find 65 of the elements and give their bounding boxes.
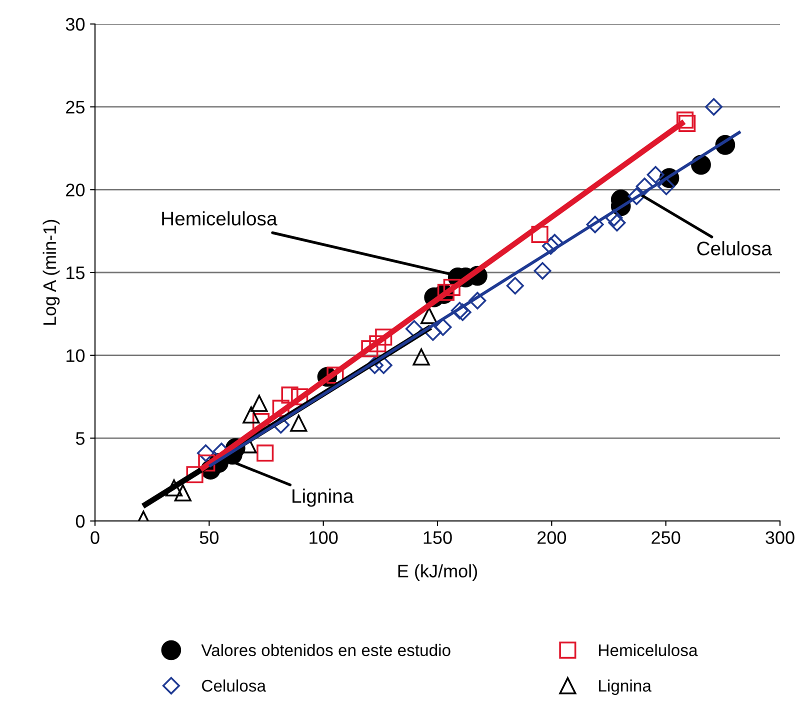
point: [450, 302, 468, 320]
point: [186, 466, 204, 484]
point: [412, 348, 430, 366]
point: [366, 356, 384, 374]
y-tick-label: 10: [66, 349, 85, 362]
point: [443, 278, 460, 296]
point: [165, 479, 183, 496]
point: [198, 454, 216, 472]
point: [272, 400, 290, 417]
annotation: Lignina: [292, 488, 354, 507]
point: [250, 394, 268, 412]
point: [586, 216, 604, 234]
point: [420, 307, 438, 324]
point: [534, 262, 552, 280]
point: [468, 292, 486, 310]
annotation: Celulosa: [697, 241, 772, 256]
y-tick-label: 30: [66, 18, 85, 31]
legend-label: Celulosa: [202, 679, 266, 692]
legend-label: Hemicelulosa: [599, 644, 698, 656]
point: [256, 444, 274, 462]
point: [506, 276, 524, 295]
legend-label: Valores obtenidos en este estudio: [201, 644, 450, 656]
point: [636, 178, 654, 196]
point: [546, 234, 564, 252]
point: [174, 484, 192, 502]
y-tick-label: 20: [66, 184, 85, 196]
annotation: Hemicelulosa: [162, 211, 278, 226]
point: [646, 166, 664, 184]
x-tick-label: 100: [310, 531, 338, 544]
y-tick-label: 0: [76, 514, 85, 528]
point: [605, 209, 623, 227]
x-tick-label: 150: [424, 531, 452, 544]
y-tick-label: 15: [66, 266, 85, 280]
y-tick-label: 5: [76, 432, 85, 445]
point: [281, 386, 298, 404]
point: [676, 112, 694, 129]
point: [291, 388, 308, 406]
point: [608, 214, 626, 232]
point: [242, 406, 260, 424]
point: [375, 328, 392, 346]
point: [290, 414, 308, 432]
x-tick-label: 250: [652, 531, 680, 544]
y-axis-title: Log A (min-1): [42, 220, 60, 325]
point: [424, 323, 442, 341]
point: [437, 284, 454, 301]
point: [531, 226, 548, 243]
point: [196, 444, 215, 462]
point: [705, 98, 723, 116]
point: [361, 340, 378, 358]
x-axis-title: E (kJ/mol): [398, 564, 478, 582]
point: [454, 304, 472, 322]
point: [405, 320, 423, 338]
point: [542, 237, 560, 255]
y-tick-label: 25: [66, 100, 85, 114]
point: [374, 356, 392, 374]
point: [434, 318, 452, 336]
point: [628, 188, 646, 206]
legend-label: Lignina: [599, 679, 652, 695]
x-tick-label: 200: [538, 531, 566, 544]
x-tick-label: 0: [90, 531, 100, 544]
point: [678, 114, 696, 132]
x-tick-label: 300: [766, 531, 794, 544]
x-tick-label: 50: [200, 531, 219, 544]
point: [369, 335, 386, 352]
point: [658, 178, 676, 196]
